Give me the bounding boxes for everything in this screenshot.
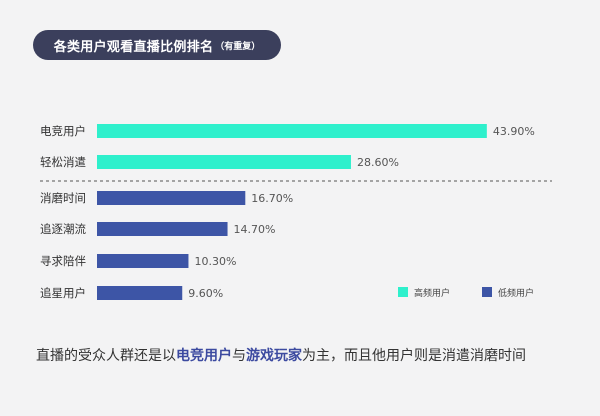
bar-chart: 电竞用户 43.90% 轻松消遣 28.60% 消磨时间 16.70% 追逐潮流 14.70%… [40, 124, 552, 300]
caption-highlight-gamers: 游戏玩家 [246, 348, 302, 364]
category-label: 追逐潮流 [40, 222, 86, 236]
legend-label: 高频用户 [414, 287, 450, 299]
category-label: 轻松消遣 [40, 155, 86, 169]
bar [97, 155, 351, 169]
category-label: 消磨时间 [40, 191, 86, 205]
value-label: 9.60% [188, 287, 223, 300]
bar [97, 286, 183, 300]
category-label: 电竞用户 [40, 124, 86, 138]
chart-title: 各类用户观看直播比例排名 [53, 39, 214, 55]
caption-part-3: 为主，而且他用户则是消遣消磨时间 [302, 348, 526, 364]
caption-highlight-esports: 电竞用户 [176, 348, 232, 364]
chart-title-pill: 各类用户观看直播比例排名 （有重复） [33, 30, 281, 60]
value-label: 14.70% [234, 223, 276, 236]
legend-label: 低频用户 [498, 287, 534, 299]
legend-swatch [482, 287, 492, 297]
bar [97, 222, 228, 236]
value-label: 16.70% [251, 192, 293, 205]
bar [97, 191, 246, 205]
bar [97, 254, 189, 268]
value-label: 43.90% [493, 125, 535, 138]
bar [97, 124, 487, 138]
caption: 直播的受众人群还是以电竞用户与游戏玩家为主，而且他用户则是消遣消磨时间 [36, 345, 596, 365]
category-label: 追星用户 [40, 286, 86, 300]
chart-subtitle: （有重复） [215, 41, 261, 52]
value-label: 28.60% [357, 156, 399, 169]
value-label: 10.30% [194, 255, 236, 268]
legend-swatch [398, 287, 408, 297]
caption-part-2: 与 [232, 348, 246, 364]
category-label: 寻求陪伴 [40, 254, 86, 268]
caption-part-1: 直播的受众人群还是以 [36, 348, 176, 364]
